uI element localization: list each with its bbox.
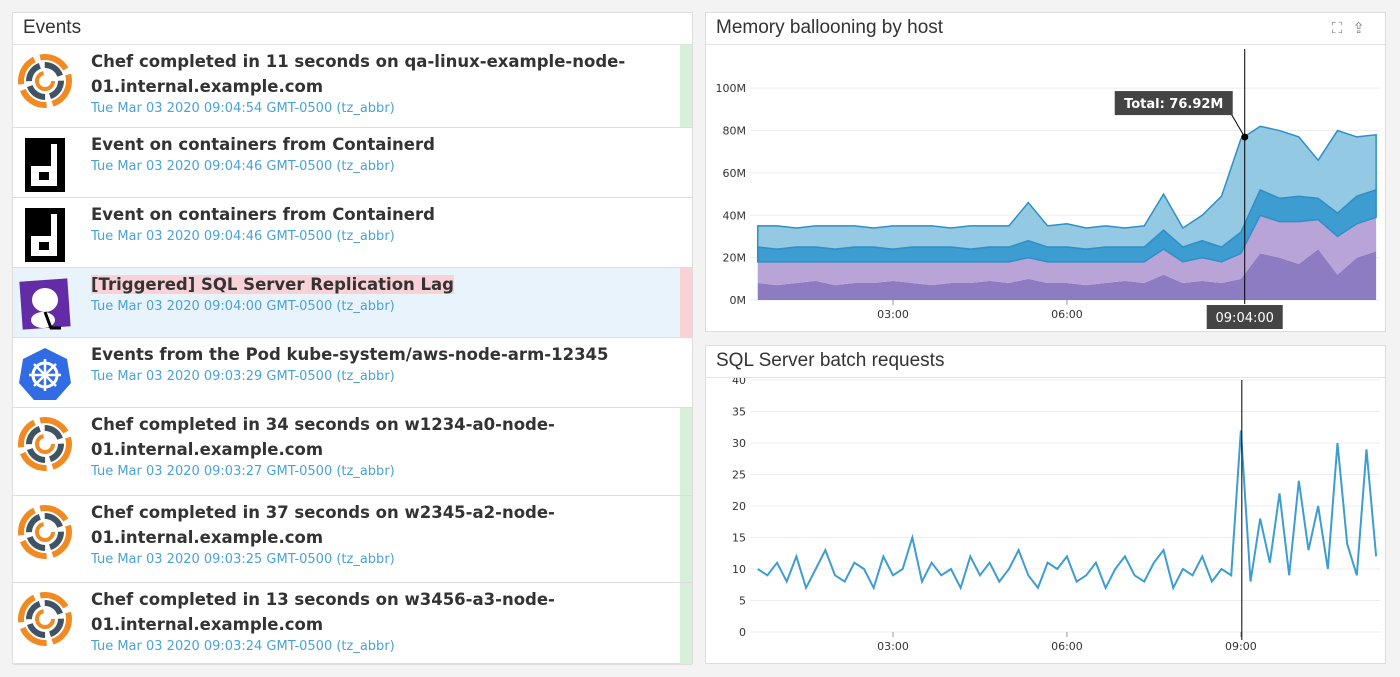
kubernetes-icon <box>17 346 73 402</box>
memory-chart-panel: Memory ballooning by host ⛶⇪ 0M 20M 40M 60M… <box>705 12 1386 332</box>
y-tick-label: 0 <box>739 626 746 639</box>
event-date: Tue Mar 03 2020 09:03:29 GMT-0500 (tz_ab… <box>91 369 395 384</box>
x-tick-label: 03:00 <box>877 640 909 653</box>
y-tick-label: 5 <box>739 595 746 608</box>
event-status-bar <box>680 45 692 127</box>
event-title[interactable]: [Triggered] SQL Server Replication Lag <box>91 275 454 294</box>
y-tick-label: 35 <box>732 406 746 419</box>
tooltip-text: Total: 76.92M <box>1124 97 1223 112</box>
event-date: Tue Mar 03 2020 09:03:24 GMT-0500 (tz_ab… <box>91 639 395 654</box>
event-item[interactable]: Chef completed in 11 seconds on qa-linux… <box>13 45 692 128</box>
y-tick-label: 40M <box>723 209 747 222</box>
y-tick-label: 15 <box>732 532 746 545</box>
datadog-icon <box>17 276 73 332</box>
event-title[interactable]: Event on containers from Containerd <box>91 135 435 154</box>
event-item[interactable]: Event on containers from Containerd Tue … <box>13 198 692 268</box>
x-tick-label: 06:00 <box>1051 640 1083 653</box>
event-title[interactable]: Chef completed in 11 seconds on qa-linux… <box>91 52 626 96</box>
y-tick-label: 25 <box>732 469 746 482</box>
event-title[interactable]: Chef completed in 37 seconds on w2345-a2… <box>91 503 555 547</box>
containerd-icon <box>17 206 73 262</box>
cursor-time-box <box>1206 305 1283 329</box>
event-item[interactable]: Event on containers from Containerd Tue … <box>13 128 692 198</box>
event-status-bar <box>680 583 692 664</box>
event-item[interactable]: [Triggered] SQL Server Replication Lag T… <box>13 268 692 338</box>
event-date: Tue Mar 03 2020 09:03:27 GMT-0500 (tz_ab… <box>91 464 395 479</box>
cursor-time-label: 09:04:00 <box>1216 311 1274 326</box>
tooltip-pointer <box>1230 112 1246 138</box>
event-list: Chef completed in 11 seconds on qa-linux… <box>13 45 692 665</box>
line-series <box>757 430 1378 591</box>
event-item[interactable]: Events from the Pod kube-system/aws-node… <box>13 338 692 408</box>
event-status-bar <box>680 128 692 197</box>
event-date: Tue Mar 03 2020 09:04:54 GMT-0500 (tz_ab… <box>91 101 395 116</box>
x-tick-label: 06:00 <box>1051 308 1083 321</box>
event-title[interactable]: Events from the Pod kube-system/aws-node… <box>91 345 609 364</box>
memory-chart[interactable]: 0M 20M 40M 60M 80M 100M 03:00 06:00 Total: 76.92… <box>706 45 1385 331</box>
y-tick-label: 30 <box>732 437 746 450</box>
event-date: Tue Mar 03 2020 09:03:25 GMT-0500 (tz_ab… <box>91 552 395 567</box>
area-series <box>757 249 1377 300</box>
chef-icon <box>17 53 73 109</box>
y-tick-label: 0M <box>730 294 747 307</box>
event-status-bar <box>680 268 692 337</box>
chart-title: SQL Server batch requests <box>706 346 1385 378</box>
event-status-bar <box>680 408 692 495</box>
event-date: Tue Mar 03 2020 09:04:00 GMT-0500 (tz_ab… <box>91 299 395 314</box>
event-status-bar <box>680 338 692 407</box>
event-date: Tue Mar 03 2020 09:04:46 GMT-0500 (tz_ab… <box>91 229 395 244</box>
chef-icon <box>17 591 73 647</box>
y-tick-label: 20 <box>732 500 746 513</box>
y-tick-label: 80M <box>723 125 747 138</box>
events-title: Events <box>13 13 692 45</box>
event-item[interactable]: Chef completed in 37 seconds on w2345-a2… <box>13 496 692 583</box>
y-tick-label: 10 <box>732 563 746 576</box>
containerd-icon <box>17 136 73 192</box>
event-title[interactable]: Chef completed in 34 seconds on w1234-a0… <box>91 415 555 459</box>
event-item[interactable]: Chef completed in 34 seconds on w1234-a0… <box>13 408 692 496</box>
event-title[interactable]: Chef completed in 13 seconds on w3456-a3… <box>91 590 555 634</box>
sql-chart-panel: SQL Server batch requests 0 5 10 15 20 25 30 35… <box>705 345 1386 664</box>
events-panel: Events Chef completed in 11 seconds on q… <box>12 12 693 665</box>
chart-title: Memory ballooning by host <box>706 13 1385 45</box>
x-tick-label: 03:00 <box>877 308 909 321</box>
y-tick-label: 100M <box>716 82 747 95</box>
y-tick-label: 60M <box>723 167 747 180</box>
event-title[interactable]: Event on containers from Containerd <box>91 205 435 224</box>
area-series <box>756 125 1377 250</box>
share-icon[interactable]: ⇪ <box>1352 19 1375 37</box>
event-status-bar <box>680 198 692 267</box>
y-tick-label: 20M <box>723 252 747 265</box>
sql-chart[interactable]: 0 5 10 15 20 25 30 35 40 03:00 06:00 09:00 <box>706 374 1385 663</box>
event-status-bar <box>680 496 692 582</box>
tooltip-box <box>1114 91 1233 116</box>
x-tick-label: 09:00 <box>1225 640 1257 653</box>
expand-icon[interactable]: ⛶ <box>1331 19 1353 37</box>
event-item[interactable]: Chef completed in 13 seconds on w3456-a3… <box>13 583 692 665</box>
chef-icon <box>17 504 73 560</box>
area-series <box>757 215 1377 286</box>
event-date: Tue Mar 03 2020 09:04:46 GMT-0500 (tz_ab… <box>91 159 395 174</box>
chef-icon <box>17 416 73 472</box>
y-tick-label: 40 <box>732 378 746 387</box>
